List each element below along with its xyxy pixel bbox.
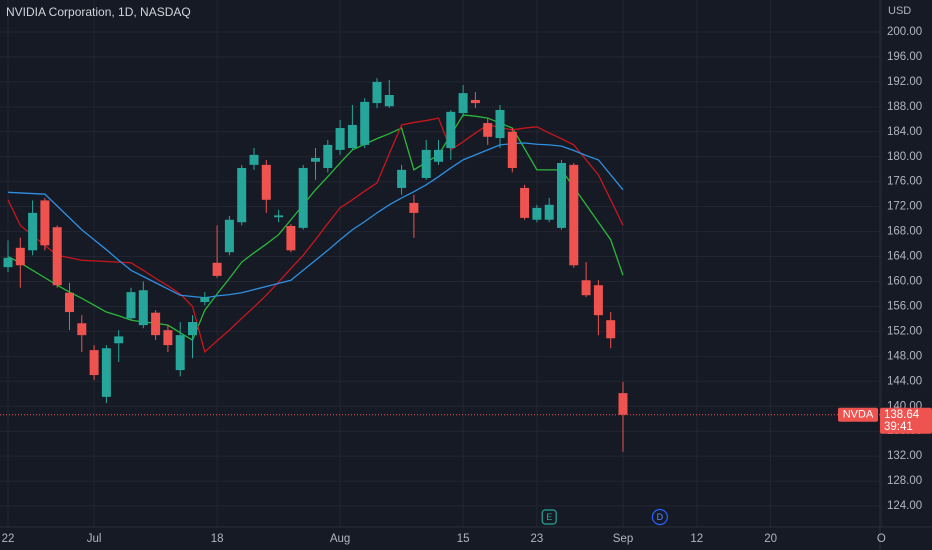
- ma-line: [7, 142, 624, 299]
- ma-line: [7, 117, 624, 354]
- y-tick-label: 124.00: [887, 500, 922, 512]
- candle-body: [544, 204, 554, 220]
- candle-body: [360, 101, 370, 145]
- candle-body: [89, 350, 99, 376]
- candle-body: [77, 323, 87, 336]
- x-tick-label: 20: [764, 533, 777, 545]
- candle-body: [384, 94, 394, 107]
- x-tick-label: Sep: [613, 533, 633, 545]
- candle-body: [212, 262, 222, 276]
- candle-body: [397, 169, 407, 188]
- candle-body: [138, 290, 148, 326]
- x-tick-label: 18: [211, 533, 224, 545]
- candle-body: [286, 225, 296, 251]
- candle-body: [507, 131, 517, 168]
- candle-body: [163, 330, 173, 346]
- x-tick-label: O: [877, 533, 886, 545]
- candle-body: [15, 247, 25, 266]
- y-tick-label: 152.00: [887, 325, 922, 337]
- ma-line: [7, 114, 624, 342]
- x-tick-label: Aug: [330, 533, 350, 545]
- candle-body: [409, 202, 419, 213]
- axes: 124.00128.00132.00136.00140.00144.00148.…: [0, 26, 932, 545]
- candle-body: [298, 167, 308, 228]
- y-tick-label: 172.00: [887, 201, 922, 213]
- candle-body: [520, 187, 530, 218]
- candle-body: [446, 111, 456, 149]
- x-tick-label: 15: [457, 533, 470, 545]
- candles: [3, 78, 628, 452]
- y-tick-label: 156.00: [887, 300, 922, 312]
- x-tick-label: Jul: [87, 533, 102, 545]
- x-tick-label: 12: [690, 533, 703, 545]
- candle-body: [126, 292, 136, 319]
- candle-body: [483, 123, 493, 137]
- event-marker: [541, 509, 557, 525]
- candle-body: [593, 285, 603, 316]
- candle-body: [557, 162, 566, 228]
- candle-body: [175, 335, 185, 371]
- candle-body: [188, 322, 197, 336]
- candle-body: [3, 257, 13, 268]
- candle-body: [28, 212, 38, 251]
- candle-body: [101, 348, 111, 397]
- moving-averages: [7, 114, 624, 354]
- y-tick-label: 160.00: [887, 276, 922, 288]
- candle-body: [421, 149, 431, 178]
- y-tick-label: 164.00: [887, 251, 922, 263]
- y-tick-label: 188.00: [887, 101, 922, 113]
- y-tick-label: 148.00: [887, 350, 922, 362]
- countdown-label: 39:41: [884, 421, 913, 433]
- y-axis-label: USD: [888, 5, 911, 17]
- candle-body: [237, 167, 247, 223]
- candle-body: [495, 109, 505, 139]
- y-tick-label: 196.00: [887, 51, 922, 63]
- candle-body: [458, 93, 468, 114]
- candle-body: [470, 99, 480, 104]
- y-tick-label: 184.00: [887, 126, 922, 138]
- x-tick-label: 22: [2, 533, 15, 545]
- candle-body: [606, 320, 616, 339]
- candle-body: [311, 157, 320, 162]
- symbol-tag: NVDA: [843, 409, 874, 421]
- candle-body: [434, 149, 443, 162]
- price-label: 138.64: [884, 409, 920, 421]
- candle-body: [65, 292, 74, 313]
- candle-body: [114, 336, 124, 344]
- chart-title: NVIDIA Corporation, 1D, NASDAQ: [6, 5, 191, 19]
- candle-body: [249, 154, 259, 165]
- y-tick-label: 132.00: [887, 450, 922, 462]
- candle-body: [347, 124, 357, 149]
- x-tick-label: 23: [531, 533, 544, 545]
- symbol-tag-bg: [838, 407, 878, 422]
- candle-body: [151, 312, 161, 336]
- y-tick-label: 180.00: [887, 151, 922, 163]
- candle-body: [372, 81, 382, 104]
- price-label-bg: [880, 407, 932, 434]
- candle-body: [261, 164, 271, 200]
- candle-body: [335, 128, 345, 150]
- y-tick-label: 144.00: [887, 375, 922, 387]
- candle-body: [569, 164, 579, 266]
- candle-body: [323, 144, 333, 168]
- candle-body: [618, 393, 628, 415]
- event-marker: [651, 508, 669, 526]
- y-tick-label: 168.00: [887, 226, 922, 238]
- event-label: D: [657, 512, 664, 522]
- y-tick-label: 200.00: [887, 26, 922, 38]
- y-tick-label: 192.00: [887, 76, 922, 88]
- candle-body: [274, 215, 284, 218]
- candle-body: [52, 227, 62, 286]
- candle-body: [224, 219, 234, 253]
- candle-body: [40, 200, 50, 246]
- candle-body: [532, 207, 542, 220]
- y-tick-label: 176.00: [887, 176, 922, 188]
- candle-body: [581, 280, 591, 296]
- event-label: E: [546, 512, 552, 522]
- candle-body: [200, 297, 210, 303]
- y-tick-label: 128.00: [887, 475, 922, 487]
